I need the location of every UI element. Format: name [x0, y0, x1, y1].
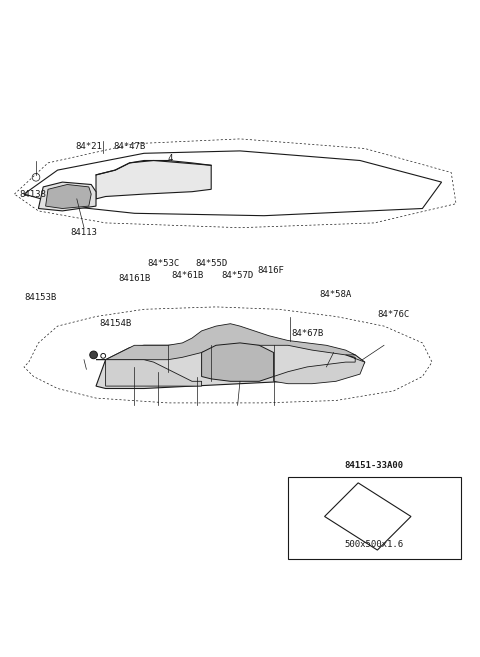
Polygon shape — [38, 182, 96, 211]
Circle shape — [90, 351, 97, 359]
Text: 84*53C: 84*53C — [147, 260, 180, 268]
Text: 4: 4 — [168, 154, 173, 162]
Bar — [288, 477, 461, 559]
Text: 84*61B: 84*61B — [171, 271, 204, 280]
Text: 84*47B: 84*47B — [113, 142, 146, 150]
Polygon shape — [202, 343, 274, 381]
Text: 84*21: 84*21 — [75, 142, 102, 150]
Text: 84154B: 84154B — [99, 319, 132, 328]
Text: 84*67B: 84*67B — [291, 328, 324, 338]
Text: 84*58A: 84*58A — [320, 290, 352, 300]
Text: 84151-33A00: 84151-33A00 — [345, 461, 404, 470]
Text: 8416F: 8416F — [258, 266, 285, 275]
Polygon shape — [96, 160, 211, 199]
Text: 84161B: 84161B — [118, 273, 151, 283]
Polygon shape — [46, 185, 91, 208]
Polygon shape — [96, 340, 365, 388]
Text: 84113: 84113 — [71, 228, 97, 237]
Polygon shape — [106, 359, 202, 386]
Polygon shape — [274, 355, 365, 384]
Text: 500x500x1.6: 500x500x1.6 — [345, 540, 404, 549]
Text: 84*55D: 84*55D — [195, 260, 228, 268]
Text: 84*57D: 84*57D — [221, 271, 254, 280]
Text: 84*76C: 84*76C — [377, 309, 410, 319]
Text: 84153B: 84153B — [24, 293, 57, 302]
Polygon shape — [96, 324, 355, 359]
Text: 84138: 84138 — [19, 190, 46, 198]
